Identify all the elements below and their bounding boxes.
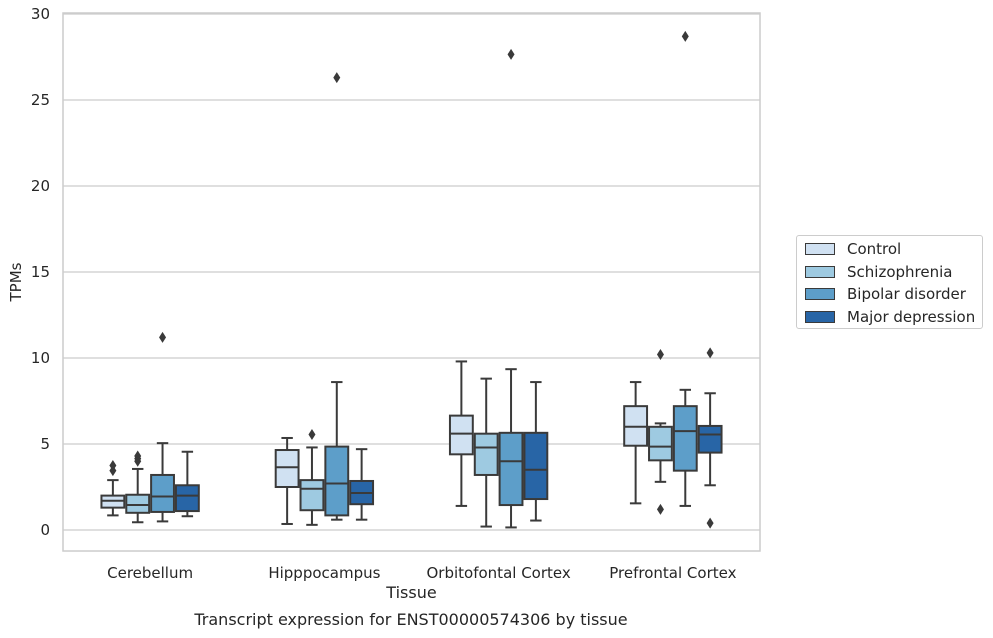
- iqr-box: [500, 433, 523, 505]
- outlier-marker: [707, 347, 714, 358]
- outlier-marker: [707, 518, 714, 529]
- legend-item-major-depression: Major depression: [805, 307, 975, 327]
- x-tick-label: Prefrontal Cortex: [609, 564, 736, 582]
- box-schizophrenia: [649, 349, 672, 515]
- legend-label: Major depression: [847, 308, 975, 326]
- box-major-depression: [176, 452, 199, 517]
- x-tick-label: Hipppocampus: [268, 564, 380, 582]
- y-tick-label: 30: [31, 5, 50, 23]
- y-tick-labels: 0 5 10 15 20 25 30: [31, 5, 50, 539]
- box-bipolar-disorder: [151, 332, 174, 522]
- box-schizophrenia: [475, 379, 498, 527]
- y-axis-label: TPMs: [7, 262, 25, 302]
- y-tick-label: 20: [31, 177, 50, 195]
- x-tick-label: Orbitofontal Cortex: [427, 564, 571, 582]
- outlier-marker: [508, 49, 515, 60]
- chart-caption: Transcript expression for ENST0000057430…: [0, 610, 822, 629]
- legend-label: Control: [847, 240, 901, 258]
- y-tick-label: 0: [40, 521, 50, 539]
- legend-label: Bipolar disorder: [847, 285, 966, 303]
- y-tick-label: 25: [31, 91, 50, 109]
- legend-swatch-major-depression: [805, 311, 835, 323]
- legend-item-schizophrenia: Schizophrenia: [805, 262, 952, 282]
- box-schizophrenia: [126, 451, 149, 523]
- iqr-box: [649, 427, 672, 461]
- box-control: [450, 361, 473, 505]
- y-tick-label: 10: [31, 349, 50, 367]
- outlier-marker: [657, 504, 664, 515]
- iqr-box: [450, 416, 473, 455]
- box-major-depression: [699, 347, 722, 528]
- outlier-marker: [333, 72, 340, 83]
- y-tick-label: 15: [31, 263, 50, 281]
- legend-item-bipolar-disorder: Bipolar disorder: [805, 284, 966, 304]
- iqr-box: [699, 426, 722, 453]
- iqr-box: [276, 450, 299, 487]
- box-control: [624, 382, 647, 503]
- y-tick-label: 5: [40, 435, 50, 453]
- outlier-marker: [682, 31, 689, 42]
- iqr-box: [524, 433, 547, 499]
- x-tick-labels: Cerebellum Hipppocampus Orbitofontal Corte…: [107, 564, 736, 582]
- legend: Control Schizophrenia Bipolar disorder M…: [796, 235, 983, 329]
- plot-frame: [63, 13, 760, 551]
- box-major-depression: [524, 382, 547, 520]
- box-bipolar-disorder: [500, 49, 523, 528]
- legend-item-control: Control: [805, 239, 901, 259]
- x-tick-label: Cerebellum: [107, 564, 193, 582]
- boxes: [101, 31, 721, 529]
- box-major-depression: [350, 449, 373, 520]
- iqr-box: [126, 495, 149, 513]
- box-control: [101, 460, 124, 515]
- box-control: [276, 438, 299, 524]
- iqr-box: [475, 434, 498, 475]
- iqr-box: [325, 447, 348, 516]
- iqr-box: [176, 485, 199, 511]
- box-bipolar-disorder: [325, 72, 348, 520]
- outlier-marker: [159, 332, 166, 343]
- legend-swatch-bipolar-disorder: [805, 288, 835, 300]
- legend-label: Schizophrenia: [847, 263, 952, 281]
- iqr-box: [301, 480, 324, 510]
- iqr-box: [674, 406, 697, 471]
- legend-swatch-schizophrenia: [805, 266, 835, 278]
- x-axis-label: Tissue: [385, 583, 436, 602]
- legend-swatch-control: [805, 243, 835, 255]
- iqr-box: [151, 475, 174, 512]
- box-bipolar-disorder: [674, 31, 697, 506]
- outlier-marker: [308, 429, 315, 440]
